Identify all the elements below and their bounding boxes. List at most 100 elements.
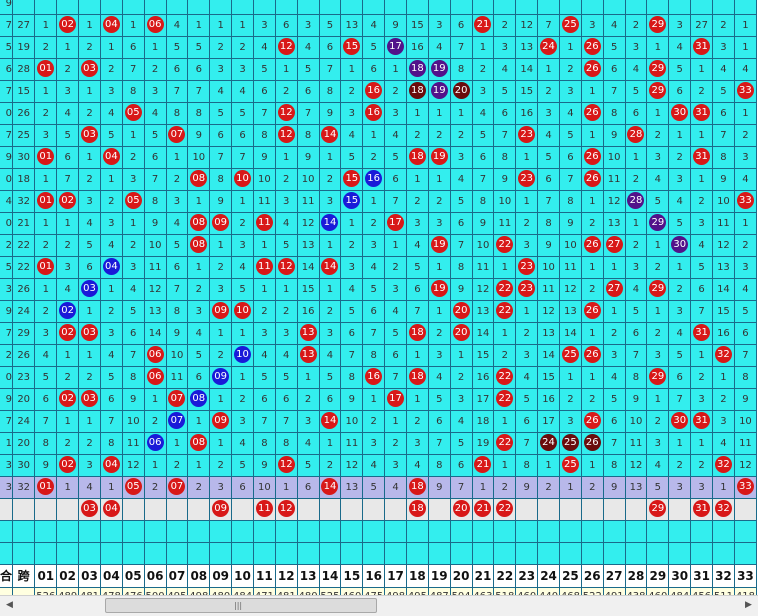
header-number[interactable]: 07 [165, 564, 189, 588]
prediction-row[interactable]: 03 04 09 11 12 18 20 21 22 29 31 32 [0, 498, 758, 521]
prediction-empty-cell[interactable] [165, 498, 189, 521]
omission-cell: 3 [515, 234, 539, 257]
omission-cell: 1 [143, 36, 167, 59]
header-number[interactable]: 03 [78, 564, 101, 588]
header-number[interactable]: 19 [427, 564, 451, 588]
arrow-right-icon[interactable]: ▶ [745, 600, 752, 610]
omission-cell: 16 [712, 322, 735, 345]
prediction-empty-cell[interactable] [318, 498, 342, 521]
prediction-empty-cell[interactable] [624, 498, 648, 521]
header-number[interactable]: 14 [318, 564, 342, 588]
prediction-empty-cell[interactable] [602, 498, 626, 521]
header-number[interactable]: 18 [405, 564, 429, 588]
omission-cell: 3 [296, 410, 320, 433]
number-cell: 06 [143, 14, 167, 37]
header-number[interactable]: 32 [712, 564, 735, 588]
arrow-left-icon[interactable]: ◀ [6, 600, 13, 610]
header-number[interactable]: 21 [471, 564, 495, 588]
header-number[interactable]: 23 [515, 564, 539, 588]
number-ball: 26 [583, 104, 601, 121]
header-number[interactable]: 01 [34, 564, 58, 588]
omission-cell: 7 [340, 344, 364, 367]
header-number[interactable]: 24 [537, 564, 560, 588]
row-issue-tail: 9 [0, 388, 14, 411]
prediction-empty-cell[interactable] [296, 498, 320, 521]
prediction-empty-cell[interactable] [537, 498, 560, 521]
omission-cell: 12 [624, 454, 648, 477]
omission-cell: 16 [537, 388, 560, 411]
prediction-empty-cell[interactable] [668, 498, 692, 521]
blank-cell [362, 520, 386, 543]
omission-cell: 7 [427, 432, 451, 455]
header-number[interactable]: 08 [187, 564, 211, 588]
header-number[interactable]: 12 [274, 564, 298, 588]
prediction-empty-cell[interactable] [362, 498, 386, 521]
omission-cell: 3 [690, 212, 713, 235]
prediction-empty-cell[interactable] [384, 498, 407, 521]
header-number[interactable]: 13 [296, 564, 320, 588]
omission-cell: 1 [690, 432, 713, 455]
scrollbar-thumb[interactable]: ||| [105, 598, 377, 613]
header-number[interactable]: 26 [580, 564, 604, 588]
header-number[interactable]: 33 [733, 564, 758, 588]
prediction-empty-cell[interactable] [733, 498, 758, 521]
omission-cell: 6 [449, 212, 473, 235]
header-number[interactable]: 16 [362, 564, 386, 588]
prediction-empty-cell[interactable] [558, 498, 582, 521]
prediction-empty-cell[interactable] [34, 498, 58, 521]
header-number[interactable]: 22 [493, 564, 517, 588]
header-number[interactable]: 15 [340, 564, 364, 588]
number-ball: 16 [365, 104, 383, 121]
header-number[interactable]: 28 [624, 564, 648, 588]
omission-cell: 3 [668, 168, 692, 191]
header-number[interactable]: 17 [384, 564, 407, 588]
header-number[interactable]: 31 [690, 564, 713, 588]
blank-cell [231, 542, 254, 565]
header-number[interactable]: 09 [209, 564, 233, 588]
summary-cell: 4 [78, 476, 101, 499]
header-number[interactable]: 04 [99, 564, 123, 588]
row-span-value: 21 [12, 212, 36, 235]
header-number[interactable]: 05 [121, 564, 145, 588]
horizontal-scrollbar[interactable]: ◀ ||| ▶ [0, 595, 758, 616]
blank-cell [121, 542, 145, 565]
prediction-empty-cell[interactable] [56, 498, 80, 521]
header-number[interactable]: 25 [558, 564, 582, 588]
prediction-empty-cell[interactable] [187, 498, 211, 521]
prediction-empty-cell[interactable] [340, 498, 364, 521]
omission-cell: 14 [537, 344, 560, 367]
prediction-empty-cell[interactable] [515, 498, 539, 521]
number-ball: 25 [561, 16, 579, 33]
summary-cell: 13 [624, 476, 648, 499]
omission-cell: 8 [99, 432, 123, 455]
number-ball: 12 [277, 456, 295, 473]
prediction-empty-cell[interactable] [143, 498, 167, 521]
omission-cell: 5 [231, 102, 254, 125]
omission-cell: 1 [602, 300, 626, 323]
header-number[interactable]: 11 [252, 564, 276, 588]
number-cell: 10 [231, 300, 254, 323]
header-number[interactable]: 02 [56, 564, 80, 588]
prediction-empty-cell[interactable] [427, 498, 451, 521]
header-number[interactable]: 06 [143, 564, 167, 588]
number-cell: 27 [602, 234, 626, 257]
omission-cell [56, 0, 80, 15]
omission-cell: 1 [733, 36, 758, 59]
omission-cell: 1 [558, 36, 582, 59]
omission-cell: 1 [558, 366, 582, 389]
header-number[interactable]: 27 [602, 564, 626, 588]
header-number[interactable]: 20 [449, 564, 473, 588]
prediction-empty-cell[interactable] [580, 498, 604, 521]
omission-cell: 15 [296, 278, 320, 301]
omission-cell: 2 [274, 300, 298, 323]
number-cell: 25 [558, 454, 582, 477]
omission-cell: 4 [252, 344, 276, 367]
prediction-empty-cell[interactable] [121, 498, 145, 521]
omission-cell: 2 [493, 14, 517, 37]
omission-cell: 9 [121, 388, 145, 411]
header-number[interactable]: 30 [668, 564, 692, 588]
header-number[interactable]: 29 [646, 564, 670, 588]
omission-cell: 2 [296, 388, 320, 411]
prediction-empty-cell[interactable] [231, 498, 254, 521]
header-number[interactable]: 10 [231, 564, 254, 588]
